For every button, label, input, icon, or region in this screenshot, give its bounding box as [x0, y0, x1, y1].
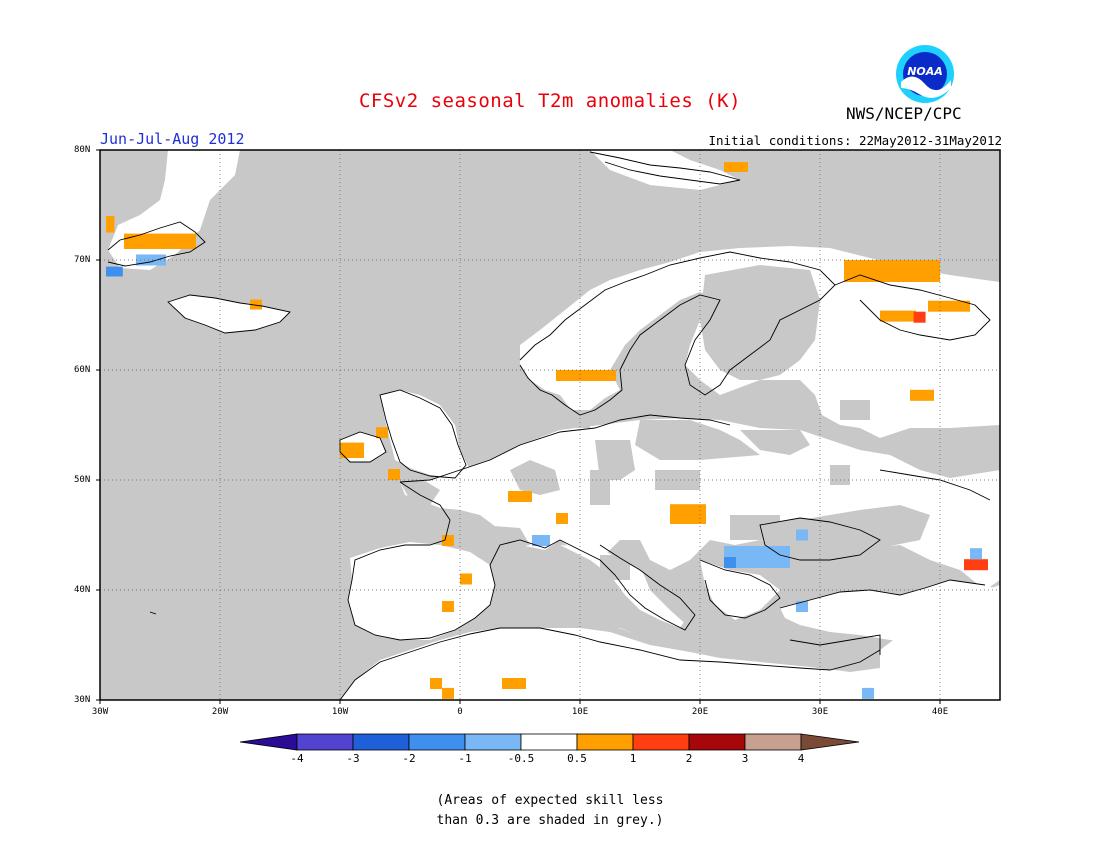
- colorbar-label: -4: [290, 752, 304, 765]
- low-skill-land: [400, 265, 930, 580]
- map-title: CFSv2 seasonal T2m anomalies (K): [358, 90, 742, 112]
- colorbar-swatch: [688, 733, 746, 751]
- anomaly-cell: [844, 260, 940, 282]
- lon-label-10e: 10E: [571, 707, 589, 717]
- anomaly-cell: [928, 300, 970, 312]
- season-label: Jun-Jul-Aug 2012: [100, 130, 245, 148]
- colorbar-swatch: [744, 733, 802, 751]
- anomaly-cell: [970, 548, 982, 560]
- initial-conditions-label: Initial conditions: 22May2012-31May2012: [708, 133, 1003, 148]
- lon-label-10w: 10W: [331, 707, 349, 717]
- anomaly-cell: [376, 427, 388, 439]
- skill-note-line-1: (Areas of expected skill less: [436, 793, 664, 808]
- colorbar-label: -2: [402, 752, 416, 765]
- colorbar-label: -3: [346, 752, 360, 765]
- anomaly-cell: [724, 557, 736, 568]
- anomaly-cell: [796, 601, 808, 612]
- anomaly-cell: [880, 310, 916, 322]
- lat-label-70n: 70N: [74, 255, 91, 265]
- colorbar-label: -0.5: [507, 752, 535, 765]
- lon-label-0: 0: [457, 707, 463, 717]
- lon-label-40e: 40E: [931, 707, 949, 717]
- colorbar-swatch: [464, 733, 522, 751]
- colorbar-label: 0.5: [567, 752, 587, 765]
- anomaly-cell: [556, 370, 592, 381]
- lat-label-40n: 40N: [74, 585, 91, 595]
- anomaly-cell: [670, 504, 706, 524]
- coastlines: [107, 151, 991, 701]
- colorbar-arrow-high: [800, 733, 860, 751]
- lon-label-30e: 30E: [811, 707, 829, 717]
- anomaly-cell: [724, 546, 790, 568]
- anomaly-cell: [340, 442, 364, 458]
- anomaly-cell: [106, 216, 115, 233]
- anomaly-cell: [592, 370, 616, 381]
- anomaly-cell: [502, 678, 526, 689]
- anomaly-cell: [460, 573, 472, 585]
- anomaly-cell: [796, 529, 808, 541]
- anomaly-cell: [442, 687, 454, 699]
- anomaly-cell: [913, 311, 926, 323]
- organization-label: NWS/NCEP/CPC: [846, 104, 962, 123]
- noaa-logo-icon: NOAA: [896, 45, 954, 103]
- anomaly-cell: [106, 266, 123, 277]
- anomaly-cells: [106, 162, 988, 699]
- anomaly-cell: [556, 513, 568, 524]
- colorbar-label: -1: [458, 752, 472, 765]
- lat-label-80n: 80N: [74, 145, 91, 155]
- anomaly-cell: [724, 162, 748, 172]
- colorbar-swatch: [520, 733, 578, 751]
- lat-label-50n: 50N: [74, 475, 91, 485]
- anomaly-cell: [124, 233, 196, 249]
- skill-note-line-2: than 0.3 are shaded in grey.): [436, 813, 664, 828]
- anomaly-cell: [136, 254, 166, 266]
- colorbar-swatch: [352, 733, 410, 751]
- colorbar-swatch: [632, 733, 690, 751]
- lat-label-30n: 30N: [74, 695, 91, 705]
- anomaly-cell: [910, 389, 934, 401]
- colorbar-swatch: [296, 733, 354, 751]
- anomaly-cell: [430, 678, 442, 689]
- lat-label-60n: 60N: [74, 365, 91, 375]
- anomaly-cell: [532, 535, 550, 546]
- colorbar-swatch: [408, 733, 466, 751]
- colorbar-label: 3: [741, 752, 749, 765]
- colorbar-swatch: [576, 733, 634, 751]
- anomaly-cell: [442, 535, 454, 546]
- anomaly-cell: [442, 601, 454, 612]
- svg-text:NOAA: NOAA: [907, 65, 943, 78]
- anomaly-cell: [964, 559, 988, 571]
- anomaly-cell: [862, 687, 874, 699]
- colorbar-label: 1: [629, 752, 637, 765]
- anomaly-cell: [250, 299, 262, 310]
- anomaly-cell: [508, 491, 532, 502]
- colorbar-label: 4: [797, 752, 805, 765]
- colorbar-label: 2: [685, 752, 693, 765]
- anomaly-cell: [388, 469, 400, 480]
- lon-label-20e: 20E: [691, 707, 709, 717]
- lon-label-30w: 30W: [91, 707, 109, 717]
- lon-label-20w: 20W: [211, 707, 229, 717]
- map-frame: [99, 149, 1001, 701]
- colorbar-arrow-low: [239, 733, 298, 751]
